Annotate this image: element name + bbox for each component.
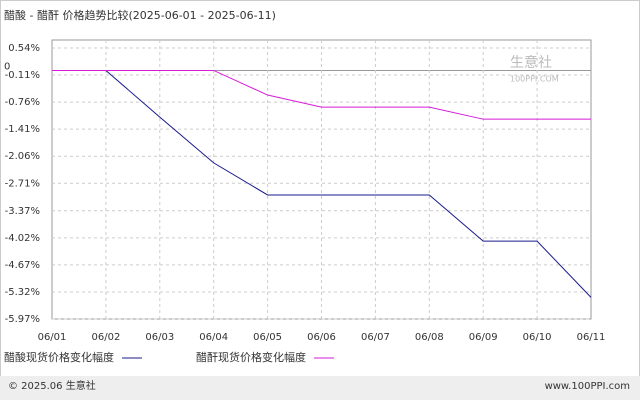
x-tick-label: 06/10 bbox=[523, 332, 552, 343]
x-tick-label: 06/01 bbox=[38, 332, 67, 343]
y-tick-label: -2.71% bbox=[5, 178, 40, 189]
x-tick-label: 06/09 bbox=[469, 332, 498, 343]
x-tick-label: 06/05 bbox=[253, 332, 282, 343]
x-tick-label: 06/02 bbox=[91, 332, 120, 343]
x-tick-label: 06/08 bbox=[415, 332, 444, 343]
y-tick-label: -5.32% bbox=[5, 287, 40, 298]
watermark: 生意社 bbox=[510, 54, 552, 71]
x-tick-label: 06/07 bbox=[361, 332, 390, 343]
y-tick-label: -0.11% bbox=[5, 70, 40, 81]
x-tick-label: 06/06 bbox=[307, 332, 336, 343]
series-line bbox=[52, 69, 592, 298]
y-tick-label: -1.41% bbox=[5, 124, 40, 135]
y-tick-label: 0 bbox=[4, 61, 10, 72]
watermark: 100PPI.COM bbox=[510, 75, 559, 84]
x-tick-label: 06/03 bbox=[145, 332, 174, 343]
y-tick-label: -5.97% bbox=[5, 314, 40, 325]
x-tick-label: 06/11 bbox=[577, 332, 606, 343]
series-line bbox=[52, 69, 591, 120]
footer-right: www.100PPI.com bbox=[545, 381, 630, 392]
footer-bar bbox=[0, 376, 640, 400]
chart-title: 醋酸 - 醋酐 价格趋势比较(2025-06-01 - 2025-06-11) bbox=[4, 8, 276, 22]
y-tick-label: -0.76% bbox=[5, 97, 40, 108]
legend-label: 醋酐现货价格变化幅度 bbox=[196, 350, 306, 364]
y-tick-label: -3.37% bbox=[5, 206, 40, 217]
y-tick-label: -2.06% bbox=[5, 151, 40, 162]
footer-left: © 2025.06 生意社 bbox=[8, 379, 96, 392]
y-tick-label: 0.54% bbox=[8, 43, 40, 54]
y-tick-label: -4.02% bbox=[5, 233, 40, 244]
legend-label: 醋酸现货价格变化幅度 bbox=[4, 350, 114, 364]
x-tick-label: 06/04 bbox=[199, 332, 228, 343]
y-tick-label: -4.67% bbox=[5, 260, 40, 271]
